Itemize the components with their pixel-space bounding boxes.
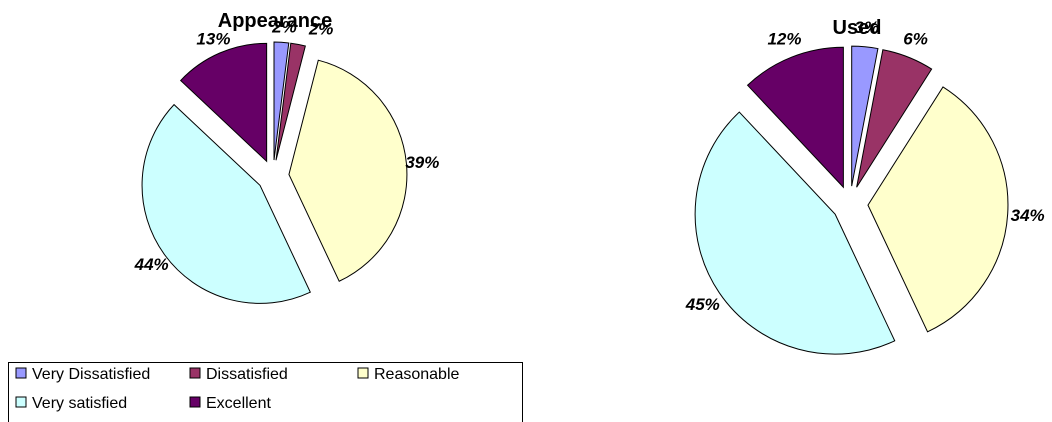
used-pie-chart: Used 3% 6% 34% 45% 12% [685, 17, 1045, 355]
data-label-dissatisfied: 6% [903, 29, 928, 48]
legend-border [8, 362, 523, 422]
legend: Very Dissatisfied Dissatisfied Reasonable V… [8, 362, 523, 422]
chart-title: Appearance [218, 10, 333, 32]
legend-label: Very satisfied [32, 395, 127, 412]
legend-item-very-dissatisfied: Very Dissatisfied [15, 366, 150, 383]
chart-title: Used [833, 17, 882, 39]
legend-swatch [15, 367, 27, 379]
pie-slice-very-satisfied [694, 111, 896, 355]
legend-label: Dissatisfied [206, 366, 288, 383]
data-label-very-satisfied: 44% [134, 255, 169, 274]
pie-slice-very-satisfied [141, 103, 311, 304]
pie-slice-excellent [179, 42, 268, 163]
legend-swatch [357, 367, 369, 379]
legend-swatch [15, 396, 27, 408]
data-label-very-satisfied: 45% [685, 295, 720, 314]
data-label-very-dissatisfied: 2% [271, 17, 297, 36]
pie-slice-dissatisfied [275, 42, 306, 161]
data-label-dissatisfied: 2% [308, 20, 334, 39]
legend-item-very-satisfied: Very satisfied [15, 395, 127, 412]
appearance-pie-chart: Appearance 2% 2% 39% 44% 13% [134, 10, 439, 304]
legend-swatch [189, 367, 201, 379]
legend-label: Reasonable [374, 366, 460, 383]
pie-slice-excellent [746, 46, 844, 189]
pie-slice-very-dissatisfied [273, 41, 290, 161]
pie-slice-dissatisfied [856, 49, 933, 188]
data-label-excellent: 13% [196, 29, 230, 48]
data-label-excellent: 12% [767, 29, 801, 48]
pie-slice-very-dissatisfied [851, 45, 879, 187]
pie-slice-reasonable [288, 59, 408, 282]
legend-item-dissatisfied: Dissatisfied [189, 366, 288, 383]
data-label-reasonable: 34% [1011, 206, 1045, 225]
legend-label: Excellent [206, 395, 271, 412]
data-label-reasonable: 39% [405, 153, 439, 172]
data-label-very-dissatisfied: 3% [854, 18, 879, 37]
legend-item-excellent: Excellent [189, 395, 271, 412]
pie-slice-reasonable [867, 86, 1009, 333]
legend-item-reasonable: Reasonable [357, 366, 460, 383]
legend-swatch [189, 396, 201, 408]
legend-label: Very Dissatisfied [32, 366, 150, 383]
